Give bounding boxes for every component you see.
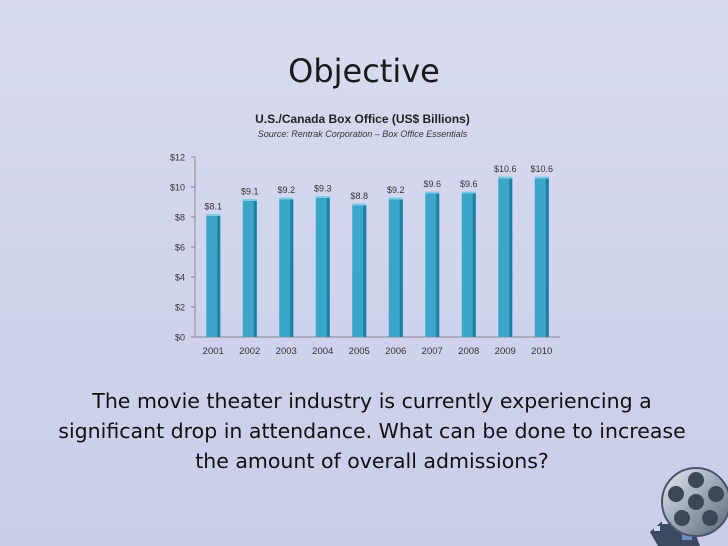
slide-title: Objective bbox=[288, 52, 440, 90]
bar bbox=[498, 178, 513, 337]
x-tick-label: 2004 bbox=[312, 346, 333, 357]
bar-cap bbox=[425, 191, 440, 194]
bar bbox=[206, 215, 221, 337]
bar-shade bbox=[545, 178, 549, 337]
bar-chart: U.S./Canada Box Office (US$ Billions) So… bbox=[150, 110, 575, 372]
chart-subtitle: Source: Rentrak Corporation – Box Office… bbox=[257, 129, 468, 139]
bar-shade bbox=[326, 197, 330, 337]
bar-cap bbox=[498, 176, 513, 179]
y-tick-label: $4 bbox=[175, 273, 185, 283]
x-tick-label: 2001 bbox=[203, 346, 224, 357]
bar bbox=[425, 193, 440, 337]
data-label: $9.2 bbox=[387, 185, 405, 195]
x-tick-label: 2009 bbox=[495, 346, 516, 357]
x-tick-label: 2006 bbox=[385, 346, 406, 357]
bar-shade bbox=[399, 199, 403, 337]
y-tick-label: $2 bbox=[175, 303, 185, 313]
y-tick-label: $10 bbox=[170, 183, 185, 193]
bar-shade bbox=[217, 215, 221, 337]
bar-shade bbox=[509, 178, 513, 337]
bar bbox=[352, 205, 367, 337]
bar-shade bbox=[290, 199, 294, 337]
bar-cap bbox=[206, 214, 221, 216]
bar-cap bbox=[352, 203, 367, 206]
data-label: $9.6 bbox=[423, 179, 441, 189]
data-label: $9.1 bbox=[241, 187, 259, 197]
x-tick-label: 2003 bbox=[276, 346, 297, 357]
bar bbox=[242, 200, 257, 337]
x-tick-label: 2010 bbox=[531, 346, 552, 357]
bar-shade bbox=[472, 193, 476, 337]
x-tick-label: 2002 bbox=[239, 346, 260, 357]
data-label: $8.1 bbox=[204, 202, 222, 212]
x-tick-label: 2005 bbox=[349, 346, 370, 357]
bar bbox=[279, 199, 294, 337]
bar-cap bbox=[388, 197, 403, 200]
bar bbox=[388, 199, 403, 337]
bar bbox=[534, 178, 549, 337]
bar-shade bbox=[253, 200, 257, 337]
data-label: $10.6 bbox=[494, 164, 517, 174]
data-label: $8.8 bbox=[350, 191, 368, 201]
y-tick-label: $0 bbox=[175, 333, 185, 343]
bar-cap bbox=[279, 197, 294, 200]
bar-cap bbox=[534, 176, 549, 179]
bar bbox=[315, 197, 330, 337]
bar-shade bbox=[436, 193, 440, 337]
bar-cap bbox=[461, 191, 476, 194]
y-tick-label: $12 bbox=[170, 153, 185, 163]
bar bbox=[461, 193, 476, 337]
bar-shade bbox=[363, 205, 367, 337]
y-tick-label: $6 bbox=[175, 243, 185, 253]
plot-area: $0 $2 $4 $6 $8 $10 $12 $8.1 2001 $9.1 2002 $9.2 2003… bbox=[170, 153, 560, 357]
x-tick-label: 2007 bbox=[422, 346, 443, 357]
data-label: $9.2 bbox=[277, 185, 295, 195]
bar-cap bbox=[242, 199, 257, 201]
film-reel-icon bbox=[650, 467, 728, 546]
data-label: $10.6 bbox=[530, 164, 553, 174]
y-tick-label: $8 bbox=[175, 213, 185, 223]
body-text: The movie theater industry is currently … bbox=[58, 389, 686, 473]
data-label: $9.6 bbox=[460, 179, 478, 189]
chart-title: U.S./Canada Box Office (US$ Billions) bbox=[255, 112, 470, 126]
data-label: $9.3 bbox=[314, 184, 332, 194]
x-tick-label: 2008 bbox=[458, 346, 479, 357]
bar-cap bbox=[315, 196, 330, 198]
